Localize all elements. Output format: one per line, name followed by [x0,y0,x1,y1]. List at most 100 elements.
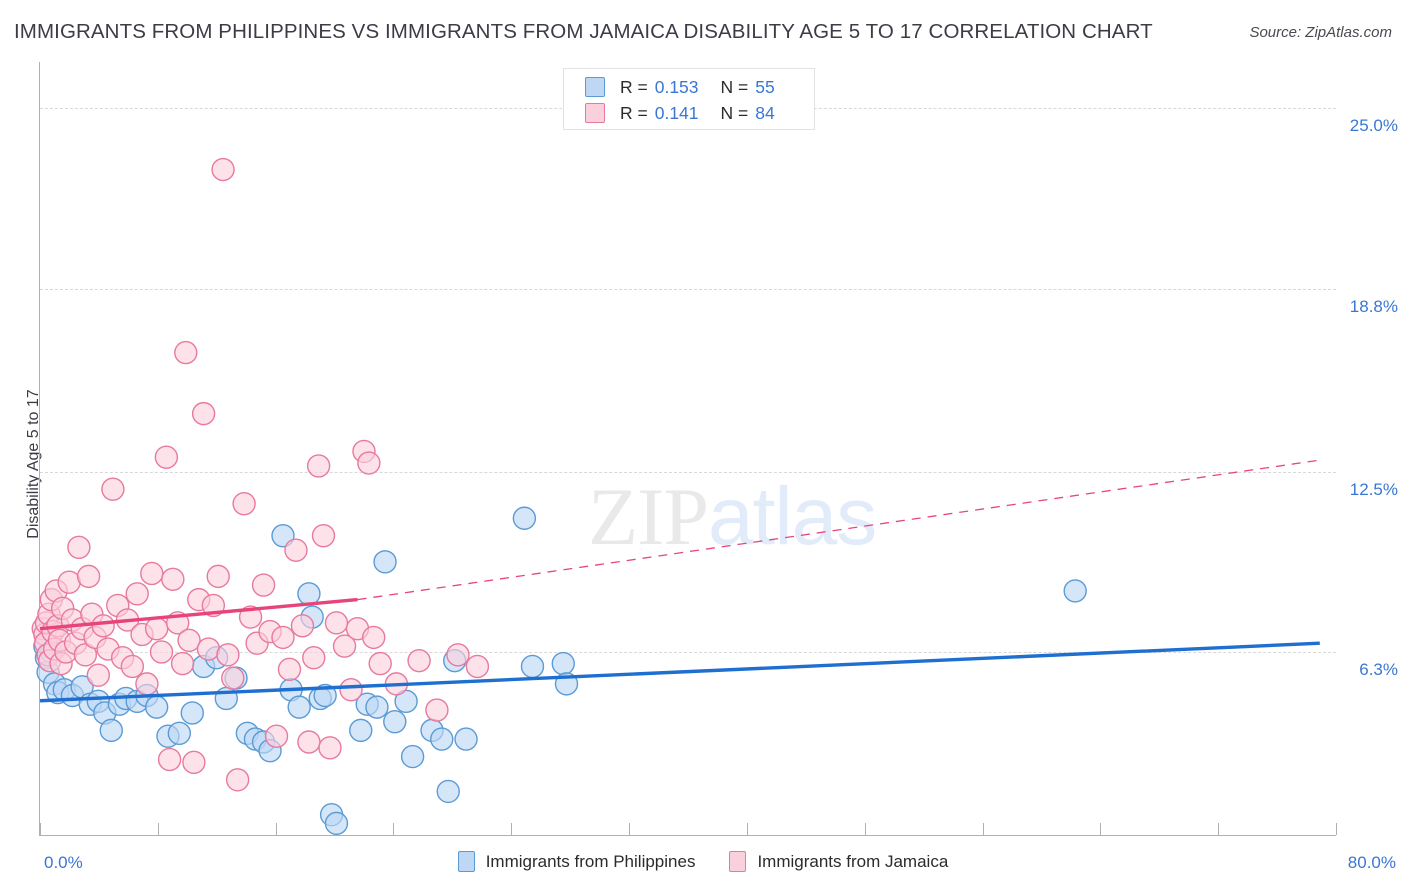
data-point [284,538,308,562]
data-point [225,768,250,792]
data-point [512,506,537,530]
gridline [40,651,1336,653]
data-point [167,721,192,745]
data-point [271,523,295,548]
data-point [339,677,363,702]
page-title: IMMIGRANTS FROM PHILIPPINES VS IMMIGRANT… [14,20,1153,43]
x-tick-mark [157,823,159,835]
data-point [135,672,159,696]
data-point [297,582,321,606]
y-tick-label: 25.0% [1349,116,1398,136]
data-point [211,157,235,182]
data-point [191,401,216,426]
legend-label-philippines: Immigrants from Philippines [485,851,696,871]
pink-n-value: 84 [755,102,775,123]
legend-item-jamaica[interactable]: Immigrants from Jamaica [729,851,948,872]
trend-line-dashed [357,459,1320,601]
x-tick-mark [629,823,631,835]
x-tick-mark [1100,823,1102,835]
x-tick-mark [982,823,984,835]
plot-area: ZIPatlas [31,62,1336,836]
data-point [436,779,460,804]
data-point [232,492,256,516]
data-point [362,625,386,650]
data-point [86,663,111,687]
data-point [120,654,145,679]
data-point [365,695,389,719]
gridline [40,471,1336,473]
data-point [1063,579,1087,603]
data-point [446,643,470,667]
data-point [324,811,349,836]
blue-r-value: 0.153 [654,76,699,97]
x-tick-mark [393,823,395,835]
data-point [373,550,397,574]
data-point [182,750,206,775]
data-point [302,646,326,670]
data-point [407,648,431,673]
data-point [161,567,185,591]
data-point [349,718,373,743]
data-point [251,573,276,597]
data-point [99,718,123,743]
trend-line-solid [39,597,358,631]
data-point [170,651,195,676]
swatch-pink-icon [585,103,605,123]
x-tick-mark [1218,823,1220,835]
y-tick-label: 12.5% [1349,479,1398,499]
data-point [271,625,295,650]
data-point [144,616,169,641]
blue-r-label: R = [620,76,648,97]
data-point [154,445,179,469]
chart-legend: Immigrants from Philippines Immigrants f… [0,851,1406,872]
data-point [287,695,311,719]
x-axis-max-label: 80.0% [1347,853,1396,872]
y-tick-label: 18.8% [1349,296,1398,316]
blue-n-label: N = [720,76,749,97]
data-point [157,747,182,772]
data-point [368,651,392,676]
data-point [221,666,245,690]
x-tick-mark [511,823,513,835]
legend-label-jamaica: Immigrants from Jamaica [757,851,949,871]
data-point [67,535,91,560]
data-point [290,614,315,638]
data-point [400,744,425,769]
stats-row-philippines: R = 0.153 N = 55 [585,74,775,100]
correlation-stats-box: R = 0.153 N = 55 R = 0.141 N = 84 [563,68,815,130]
data-point [332,634,357,658]
swatch-blue-icon [585,77,605,97]
x-tick-mark [864,823,866,835]
data-point [306,454,331,478]
legend-item-philippines[interactable]: Immigrants from Philippines [457,851,696,872]
gridline [40,288,1336,290]
data-point [91,614,115,638]
data-point [76,564,101,589]
data-point [383,709,407,734]
data-point [144,695,169,719]
data-point [140,561,164,586]
x-axis-line [39,835,1336,836]
data-point [465,654,490,679]
data-point [454,727,478,751]
data-point [551,651,575,676]
pink-r-label: R = [620,102,648,123]
data-point [57,570,81,594]
pink-r-value: 0.141 [654,102,699,123]
data-point [313,683,337,708]
pink-n-label: N = [720,102,749,123]
data-point [101,477,125,501]
data-point [311,523,336,548]
data-point [180,701,204,725]
data-point [430,727,454,751]
y-tick-label: 6.3% [1359,659,1398,679]
x-tick-mark [1336,823,1337,835]
x-axis-min-label: 0.0% [44,853,83,872]
y-axis-line [39,62,40,835]
data-point [125,582,149,606]
data-point [277,657,302,682]
data-point [177,628,201,652]
data-point [297,730,321,754]
scatter-layer [31,157,1320,836]
